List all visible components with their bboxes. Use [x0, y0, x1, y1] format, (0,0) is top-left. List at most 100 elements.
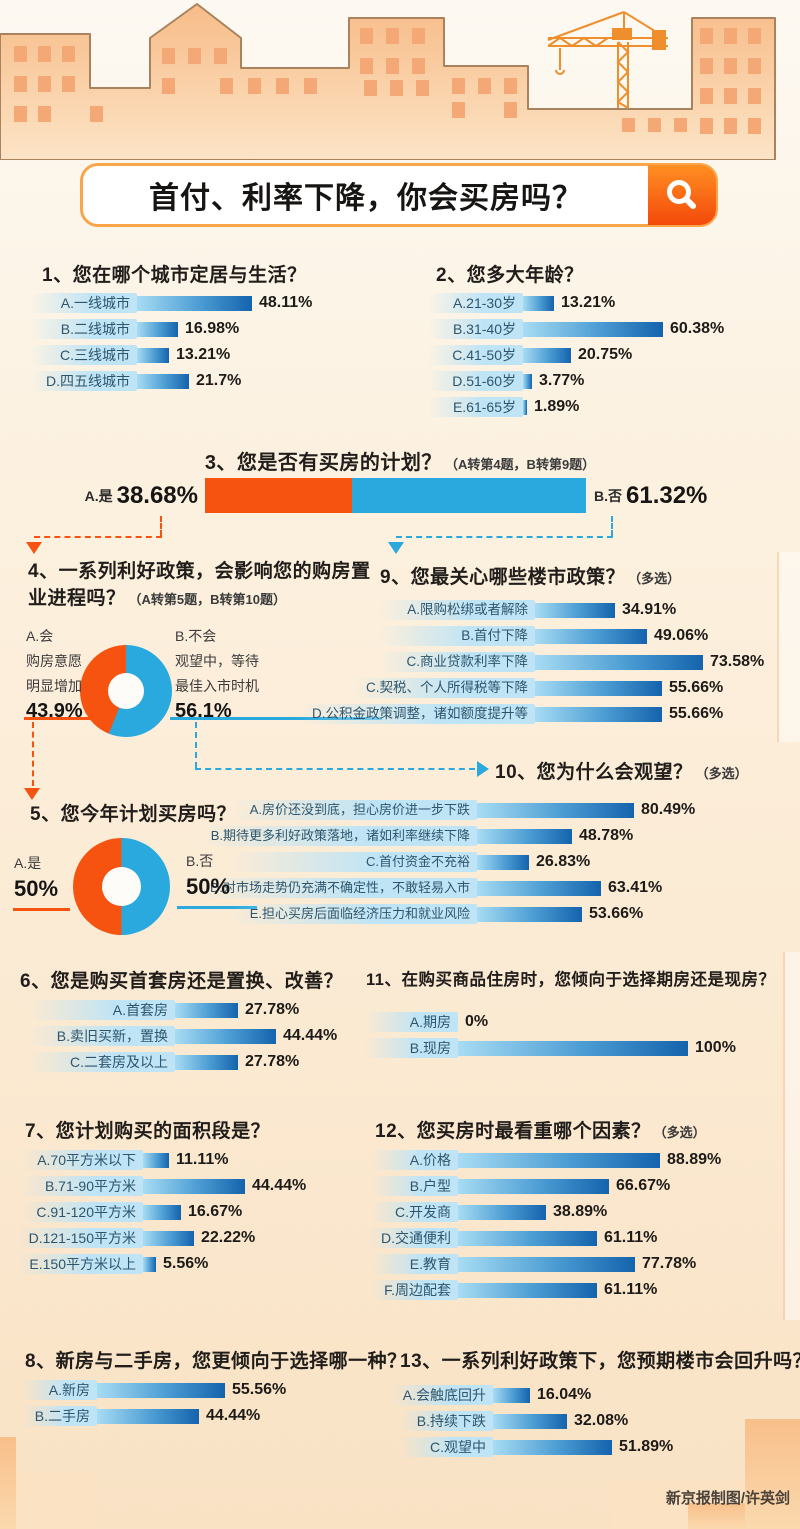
- building-windows: [14, 28, 761, 134]
- q13-label-wrap: B.持续下跌: [400, 1411, 493, 1431]
- q10-label-wrap: E.担心买房后面临经济压力和就业风险: [230, 904, 477, 924]
- bar-value: 60.38%: [670, 320, 725, 337]
- slice-value: 43.9%: [26, 700, 83, 722]
- slice-desc: 明显增加: [26, 678, 82, 694]
- bar-value: 88.89%: [667, 1151, 722, 1168]
- bar-value: 53.66%: [589, 905, 644, 922]
- q2-question-text: 2、您多大年龄？: [436, 265, 584, 286]
- q10-label-wrap: D.对市场走势仍充满不确定性，不敢轻易入市: [197, 878, 477, 898]
- q5-donut-chart: [73, 838, 170, 935]
- q9-title: 9、您最关心哪些楼市政策？ （多选）: [380, 562, 680, 589]
- q9-label-wrap: C.契税、个人所得税等下降: [354, 678, 535, 698]
- q12-label-wrap: A.价格: [372, 1150, 458, 1170]
- bar-row: C.二套房及以上 27.78%: [30, 1049, 337, 1075]
- q1-label-wrap: D.四五线城市: [30, 371, 137, 391]
- q11-title: 11、在购买商品住房时，您倾向于选择期房还是现房？: [366, 966, 775, 990]
- q3-stacked-bar: [205, 478, 586, 513]
- q5-label-underline-blue: [177, 906, 257, 909]
- bar-row: D.51-60岁 3.77%: [428, 368, 724, 394]
- connector-q3-to-q9: [611, 516, 613, 536]
- q2-label-wrap: E.61-65岁: [428, 397, 523, 417]
- bar-value: 38.89%: [553, 1203, 608, 1220]
- q11-rows: A.期房 0% B.现房 100%: [365, 1009, 736, 1061]
- bar-label: D.交通便利: [369, 1228, 458, 1248]
- bar-fill: [477, 854, 529, 870]
- q5-slice-label-left: A.是 50%: [14, 851, 58, 901]
- q11-label-wrap: B.现房: [365, 1038, 458, 1058]
- q13-label-wrap: C.观望中: [400, 1437, 493, 1457]
- q4-label-underline-blue: [170, 717, 382, 720]
- q7-rows: A.70平方米以下 11.11% B.71-90平方米 44.44% C.91-120平…: [16, 1147, 306, 1277]
- bar-fill: [535, 602, 615, 618]
- bar-fill: [493, 1439, 612, 1455]
- bar-fill: [523, 321, 663, 337]
- bar-fill: [458, 1152, 660, 1168]
- q10-label-wrap: B.期待更多利好政策落地，诸如利率继续下降: [198, 826, 477, 846]
- q2-label-wrap: B.31-40岁: [428, 319, 523, 339]
- q9-rows: A.限购松绑或者解除 34.91% B.首付下降 49.06% C.商业贷款利率下降 73…: [300, 597, 764, 727]
- q9-label-wrap: D.公积金政策调整，诸如额度提升等: [300, 704, 535, 724]
- bar-label: B.持续下跌: [400, 1411, 493, 1431]
- bar-fill: [458, 1256, 635, 1272]
- bar-label: E.担心买房后面临经济压力和就业风险: [230, 904, 477, 924]
- bar-fill: [137, 321, 178, 337]
- q1-title: 1、您在哪个城市定居与生活？: [42, 260, 307, 287]
- credit: 新京报制图/许英剑: [665, 1490, 790, 1507]
- bar-value: 27.78%: [245, 1001, 300, 1018]
- q12-label-wrap: E.教育: [372, 1254, 458, 1274]
- bar-fill: [477, 828, 572, 844]
- search-button[interactable]: [648, 165, 716, 225]
- bar-value: 77.78%: [642, 1255, 697, 1272]
- q6-title: 6、您是购买首套房还是置换、改善？: [20, 966, 343, 993]
- bar-value: 16.67%: [188, 1203, 243, 1220]
- bar-value: 32.08%: [574, 1412, 629, 1429]
- bar-value: 20.75%: [578, 346, 633, 363]
- bar-fill: [535, 628, 647, 644]
- arrow-down-q9-icon: [388, 542, 404, 554]
- bar-row: A.价格 88.89%: [372, 1147, 721, 1173]
- bar-fill: [477, 906, 582, 922]
- bar-fill: [477, 802, 634, 818]
- bar-value: 26.83%: [536, 853, 591, 870]
- q8-title: 8、新房与二手房，您更倾向于选择哪一种？: [25, 1346, 407, 1373]
- q7-label-wrap: D.121-150平方米: [16, 1228, 143, 1248]
- bottom-right-block: [745, 1419, 800, 1529]
- q9-label-wrap: C.商业贷款利率下降: [380, 652, 535, 672]
- bar-label: B.户型: [372, 1176, 458, 1196]
- bar-fill: [175, 1002, 238, 1018]
- bar-value: 63.41%: [608, 879, 663, 896]
- search-bar: 首付、利率下降，你会买房吗？: [80, 163, 718, 227]
- bar-label: C.契税、个人所得税等下降: [354, 678, 535, 698]
- q11-question-text: 11、在购买商品住房时，您倾向于选择期房还是现房？: [366, 971, 776, 989]
- slice-name: B.否: [186, 853, 214, 869]
- bar-value: 1.89%: [534, 398, 580, 415]
- bar-value: 44.44%: [206, 1407, 261, 1424]
- bar-fill: [458, 1282, 597, 1298]
- q9-label-wrap: B.首付下降: [380, 626, 535, 646]
- bar-label: D.公积金政策调整，诸如额度提升等: [300, 704, 535, 724]
- bottom-left-block: [0, 1437, 16, 1529]
- bar-value: 13.21%: [176, 346, 231, 363]
- q7-title: 7、您计划购买的面积段是？: [25, 1116, 270, 1143]
- bar-label: A.新房: [22, 1380, 97, 1400]
- arrow-down-q4-icon: [26, 542, 42, 554]
- bar-label: E.教育: [372, 1254, 458, 1274]
- bar-label: F.周边配套: [372, 1280, 458, 1300]
- q11-label-wrap: A.期房: [365, 1012, 458, 1032]
- bar-fill: [458, 1178, 609, 1194]
- bar-fill: [143, 1152, 169, 1168]
- connector-q3-to-q4: [160, 516, 162, 536]
- bar-row: B.31-40岁 60.38%: [428, 316, 724, 342]
- q7-label-wrap: A.70平方米以下: [22, 1150, 143, 1170]
- q7-label-wrap: B.71-90平方米: [22, 1176, 143, 1196]
- q4-label-underline-orange: [24, 717, 116, 720]
- bar-row: B.二线城市 16.98%: [30, 316, 312, 342]
- q1-label-wrap: A.一线城市: [30, 293, 137, 313]
- bar-row: B.首付下降 49.06%: [380, 623, 764, 649]
- q12-label-wrap: D.交通便利: [369, 1228, 458, 1248]
- connector-q3-to-q4: [34, 536, 162, 538]
- bar-value: 21.7%: [196, 372, 242, 389]
- q6-label-wrap: B.卖旧买新，置换: [30, 1026, 175, 1046]
- bar-label: E.61-65岁: [428, 397, 523, 417]
- q12-rows: A.价格 88.89% B.户型 66.67% C.开发商 38.89% D.交通便利 61.…: [369, 1147, 721, 1303]
